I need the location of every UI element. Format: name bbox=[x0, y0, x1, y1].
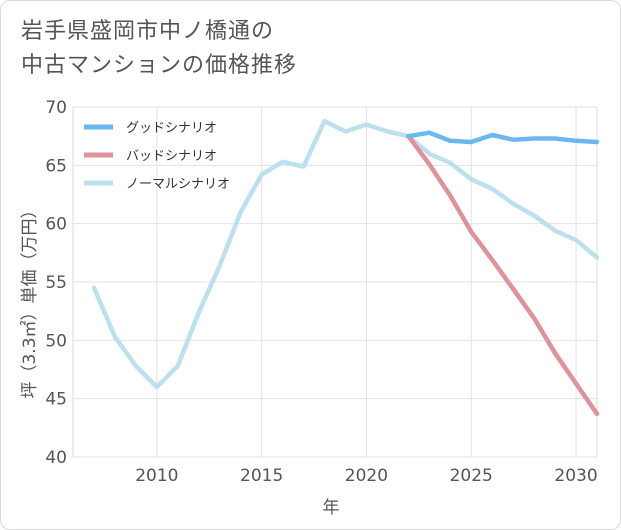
y-tick-label: 60 bbox=[45, 215, 67, 235]
legend-label-2: バッドシナリオ bbox=[126, 149, 217, 164]
chart-axes: 40 45 50 55 60 65 70 2010 2015 2020 2025 2030 bbox=[45, 98, 597, 486]
y-tick-label: 45 bbox=[45, 390, 67, 410]
y-tick-label: 50 bbox=[45, 331, 67, 351]
chart-title-line-1: 岩手県盛岡市中ノ橋通の bbox=[21, 19, 275, 44]
y-tick-label: 70 bbox=[45, 98, 67, 118]
y-axis-label: 坪（3.3㎡）単価（万円） bbox=[20, 201, 40, 398]
chart-series-lines bbox=[91, 118, 600, 417]
series-line-1 bbox=[406, 130, 600, 145]
chart-title-line-2: 中古マンションの価格推移 bbox=[21, 53, 298, 78]
legend-label-3: ノーマルシナリオ bbox=[126, 177, 230, 192]
y-tick-label: 55 bbox=[45, 273, 67, 293]
series-line-3 bbox=[91, 118, 600, 390]
x-tick-label: 2015 bbox=[240, 466, 283, 486]
y-tick-label: 65 bbox=[45, 156, 67, 176]
chart-title: 岩手県盛岡市中ノ橋通の 中古マンションの価格推移 bbox=[21, 15, 297, 83]
x-tick-label: 2025 bbox=[450, 466, 493, 486]
series-line-2 bbox=[406, 133, 600, 417]
x-tick-label: 2010 bbox=[135, 466, 178, 486]
legend-label-1: グッドシナリオ bbox=[126, 121, 217, 136]
y-tick-label: 40 bbox=[45, 448, 67, 468]
x-tick-label: 2030 bbox=[554, 466, 597, 486]
chart-grid bbox=[72, 106, 598, 458]
x-tick-label: 2020 bbox=[345, 466, 388, 486]
x-axis-label: 年 bbox=[323, 498, 340, 518]
